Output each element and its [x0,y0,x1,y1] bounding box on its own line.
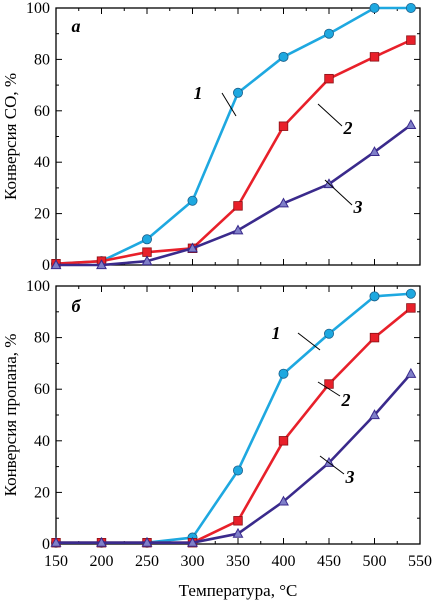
label-leader-line [317,103,343,127]
data-point [187,195,198,206]
data-point [141,536,153,547]
y-tick-label: 60 [34,103,50,120]
data-point [369,146,380,157]
curve-label: 1 [272,323,281,343]
data-point [233,201,243,211]
data-point [187,536,198,547]
x-tick-label: 250 [135,553,159,570]
x-tick-label: 400 [272,553,296,570]
label-leader-line [319,455,345,475]
data-point [405,367,417,378]
y-tick-label: 40 [34,154,50,171]
data-point [278,495,289,506]
curve-label: 3 [345,467,355,487]
label-leader-line [324,179,353,206]
x-tick-label: 300 [181,553,205,570]
y-tick-label: 100 [26,278,50,295]
data-point [324,73,334,84]
series-3: 3 [50,367,417,547]
y-tick-label: 20 [34,484,50,501]
x-axis-title: Температура, °C [179,581,298,600]
data-point [323,328,334,339]
x-tick-label: 500 [363,553,387,570]
series-1: 1 [51,3,416,269]
data-point [141,255,153,266]
y-tick-label: 20 [34,206,50,223]
data-point [278,368,289,379]
data-point [232,465,243,476]
series-line [56,292,411,545]
label-leader-line [317,381,341,397]
data-point [232,527,244,538]
data-point [369,3,380,13]
panel-label: а [72,16,81,36]
data-point [406,35,416,45]
label-leader-line [221,92,237,117]
curve-label: 1 [194,83,203,103]
data-point [232,87,243,98]
plot-frame [55,285,421,545]
y-axis-title: Конверсия CO, % [1,73,20,200]
data-point [406,303,416,313]
label-leader-line [297,332,321,351]
series-line [56,306,412,545]
y-tick-label: 40 [34,433,50,450]
data-point [278,121,289,131]
data-point [50,536,62,547]
panel-a: 0 20 40 60 80 100 Конверсия CO, % а 1 2 3 [1,0,421,274]
series-1: 1 [51,288,416,548]
x-tick-label: 150 [44,553,68,570]
data-point [323,28,334,39]
series-2: 2 [51,303,416,548]
data-point [142,247,152,257]
data-point [50,259,62,270]
data-point [232,224,244,235]
series-line [55,6,411,266]
data-point [405,3,416,13]
data-point [369,52,380,62]
x-tick-label: 350 [226,553,250,570]
y-axis-title: Конверсия пропана, % [1,334,20,497]
y-tick-label: 80 [34,51,50,68]
data-point [369,409,380,420]
x-tick-label: 450 [317,553,341,570]
data-point [324,379,334,389]
data-point [369,332,380,343]
curve-label: 2 [343,118,353,138]
panel-label: б [72,296,82,316]
data-point [96,259,107,270]
y-tick-label: 0 [42,536,50,553]
data-point [278,197,289,208]
curve-label: 2 [341,390,351,410]
data-point [187,242,198,253]
series-line [56,123,412,267]
data-point [96,536,107,547]
data-point [278,436,289,446]
data-point [141,234,152,245]
data-point [405,119,417,130]
y-tick-label: 60 [34,381,50,398]
data-point [369,291,380,302]
y-tick-label: 80 [34,330,50,347]
data-point [233,516,243,526]
curve-label: 3 [353,197,363,217]
data-point [405,288,416,299]
series-3: 3 [50,119,417,270]
y-tick-label: 0 [42,257,50,274]
x-tick-label: 550 [408,553,432,570]
data-point [278,51,289,62]
series-line [55,38,412,266]
x-tick-label: 200 [90,553,114,570]
y-tick-label: 100 [26,0,50,17]
panel-b: 0 20 40 60 80 100 150 200 250 300 350 400 450 500 550 К… [1,278,432,600]
